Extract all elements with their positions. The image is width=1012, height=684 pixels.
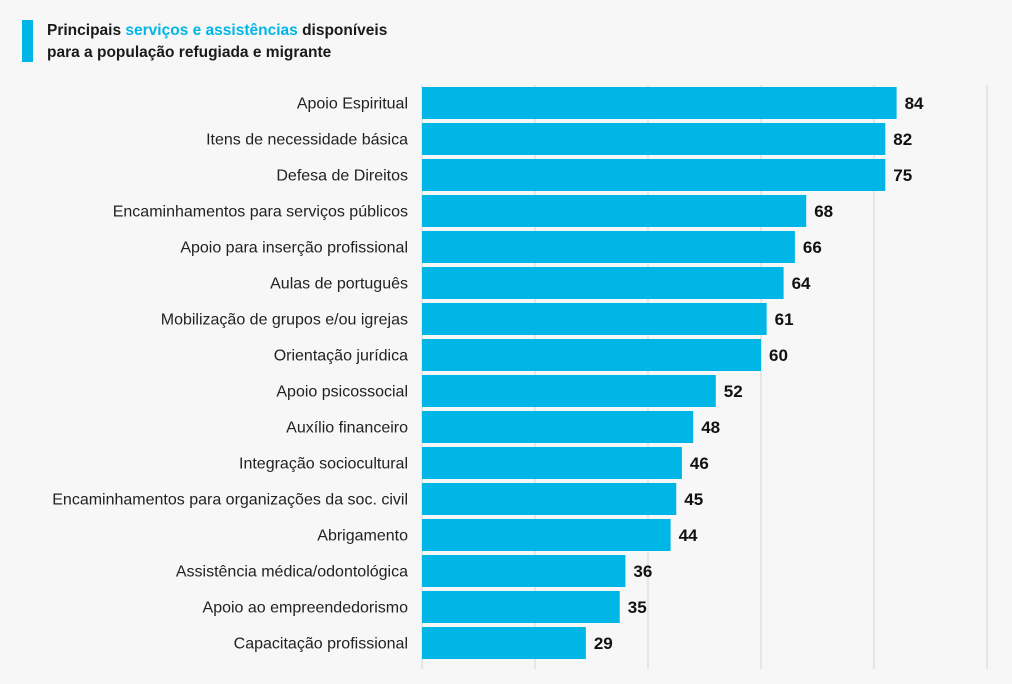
bar	[422, 303, 767, 335]
bar	[422, 519, 671, 551]
category-label: Itens de necessidade básica	[206, 132, 408, 149]
bar	[422, 591, 620, 623]
bar	[422, 555, 626, 587]
value-label: 61	[775, 310, 794, 329]
value-label: 68	[814, 202, 833, 221]
bar	[422, 627, 586, 659]
bar	[422, 87, 897, 119]
bar	[422, 447, 682, 479]
title-part2: disponíveis	[297, 22, 388, 39]
title-line2: para a população refugiada e migrante	[47, 44, 332, 61]
category-label: Apoio ao empreendedorismo	[203, 600, 409, 617]
category-label: Orientação jurídica	[274, 348, 408, 365]
bar	[422, 483, 677, 515]
value-label: 52	[724, 382, 743, 401]
category-label: Encaminhamentos para organizações da soc…	[52, 492, 408, 509]
value-label: 29	[594, 634, 613, 653]
value-label: 46	[690, 454, 709, 473]
title-marker	[22, 20, 33, 62]
category-label: Aulas de português	[270, 276, 408, 293]
title-accent: serviços e assistências	[125, 22, 298, 39]
bar	[422, 123, 886, 155]
value-label: 48	[701, 418, 720, 437]
title-text: Principais serviços e assistências dispo…	[47, 20, 387, 64]
bar	[422, 195, 807, 227]
bar	[422, 375, 716, 407]
bar	[422, 231, 795, 263]
category-label: Assistência médica/odontológica	[176, 564, 408, 581]
category-label: Mobilização de grupos e/ou igrejas	[161, 312, 408, 329]
title-part1: Principais	[47, 22, 126, 39]
category-label: Apoio para inserção profissional	[180, 240, 408, 257]
bar	[422, 159, 886, 191]
value-label: 66	[803, 238, 822, 257]
category-label: Auxílio financeiro	[286, 420, 408, 437]
category-label: Integração sociocultural	[239, 456, 408, 473]
value-label: 44	[679, 526, 698, 545]
category-label: Abrigamento	[317, 528, 408, 545]
category-label: Apoio psicossocial	[276, 384, 408, 401]
category-label: Capacitação profissional	[234, 636, 408, 653]
value-label: 36	[633, 562, 652, 581]
value-label: 64	[792, 274, 811, 293]
category-label: Defesa de Direitos	[276, 168, 408, 185]
value-label: 60	[769, 346, 788, 365]
bar	[422, 411, 694, 443]
value-label: 45	[684, 490, 703, 509]
category-label: Apoio Espiritual	[297, 96, 408, 113]
value-label: 84	[905, 94, 924, 113]
value-label: 35	[628, 598, 647, 617]
value-label: 75	[893, 166, 912, 185]
value-label: 82	[893, 130, 912, 149]
chart-title: Principais serviços e assistências dispo…	[22, 20, 387, 64]
category-label: Encaminhamentos para serviços públicos	[113, 204, 408, 221]
bar	[422, 267, 784, 299]
bar	[422, 339, 761, 371]
